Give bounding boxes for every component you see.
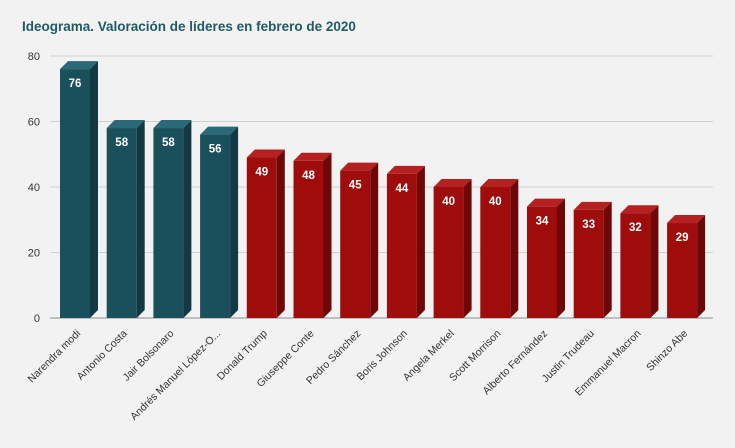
- bar-top-face: [106, 120, 145, 129]
- y-tick-label: 80: [28, 51, 40, 63]
- bar-top-face: [246, 149, 285, 158]
- bar-side-face: [416, 165, 425, 318]
- bar-side-face: [323, 152, 332, 318]
- bar: [246, 157, 277, 318]
- bar-side-face: [463, 179, 472, 318]
- bar-value-label: 33: [582, 219, 595, 231]
- bar: [293, 160, 324, 318]
- bar-side-face: [603, 201, 612, 318]
- bar: [200, 134, 231, 318]
- bar: [573, 209, 604, 318]
- bar-top-face: [527, 198, 565, 207]
- bar: [106, 128, 137, 318]
- bar: [480, 187, 511, 318]
- bar-side-face: [697, 215, 706, 318]
- bar-side-face: [276, 149, 285, 318]
- bar-side-face: [183, 120, 192, 318]
- y-tick-label: 60: [28, 117, 40, 129]
- bar-top-face: [573, 201, 612, 210]
- bar-value-label: 45: [349, 180, 362, 192]
- bar-top-face: [60, 61, 98, 70]
- bar-side-face: [510, 179, 519, 318]
- bar-value-label: 48: [302, 170, 315, 182]
- bar: [386, 173, 417, 318]
- bar-top-face: [293, 152, 332, 161]
- bar-top-face: [153, 120, 192, 129]
- y-tick-label: 0: [34, 313, 40, 325]
- category-label: Narendra modi: [26, 328, 84, 386]
- bar-side-face: [557, 198, 565, 318]
- bar-value-label: 44: [396, 183, 409, 195]
- bar-value-label: 56: [209, 144, 222, 156]
- bar-top-face: [480, 179, 519, 187]
- bar-side-face: [90, 61, 98, 318]
- bar-value-label: 29: [676, 232, 689, 244]
- bar-value-label: 40: [489, 196, 502, 208]
- bar-value-label: 76: [69, 78, 82, 90]
- category-label: Andrés Manuel López-O...: [128, 328, 223, 423]
- bar-top-face: [200, 126, 239, 135]
- bar-top-face: [386, 165, 425, 174]
- bar-value-label: 40: [442, 196, 455, 208]
- bar-value-label: 49: [255, 167, 268, 179]
- bar: [340, 170, 371, 318]
- bar: [667, 223, 698, 318]
- bar-value-label: 34: [536, 216, 549, 228]
- bar-top-face: [667, 215, 706, 224]
- bar-side-face: [136, 120, 145, 318]
- y-tick-label: 40: [28, 182, 40, 194]
- y-tick-label: 20: [28, 248, 40, 260]
- bar-top-face: [433, 179, 472, 187]
- bar: [620, 213, 651, 318]
- bar: [527, 206, 557, 318]
- bar-value-label: 58: [115, 137, 128, 149]
- bar-value-label: 32: [629, 222, 642, 234]
- bar-side-face: [370, 162, 379, 318]
- bar-top-face: [620, 205, 659, 214]
- bar: [433, 187, 464, 318]
- bar-side-face: [650, 205, 659, 318]
- bar: [153, 128, 184, 318]
- bar-top-face: [340, 162, 379, 171]
- bar-value-label: 58: [162, 137, 175, 149]
- chart-title: Ideograma. Valoración de líderes en febr…: [22, 19, 356, 34]
- bar-side-face: [230, 126, 239, 318]
- category-label: Shinzo Abe: [644, 328, 690, 374]
- bar: [60, 69, 90, 318]
